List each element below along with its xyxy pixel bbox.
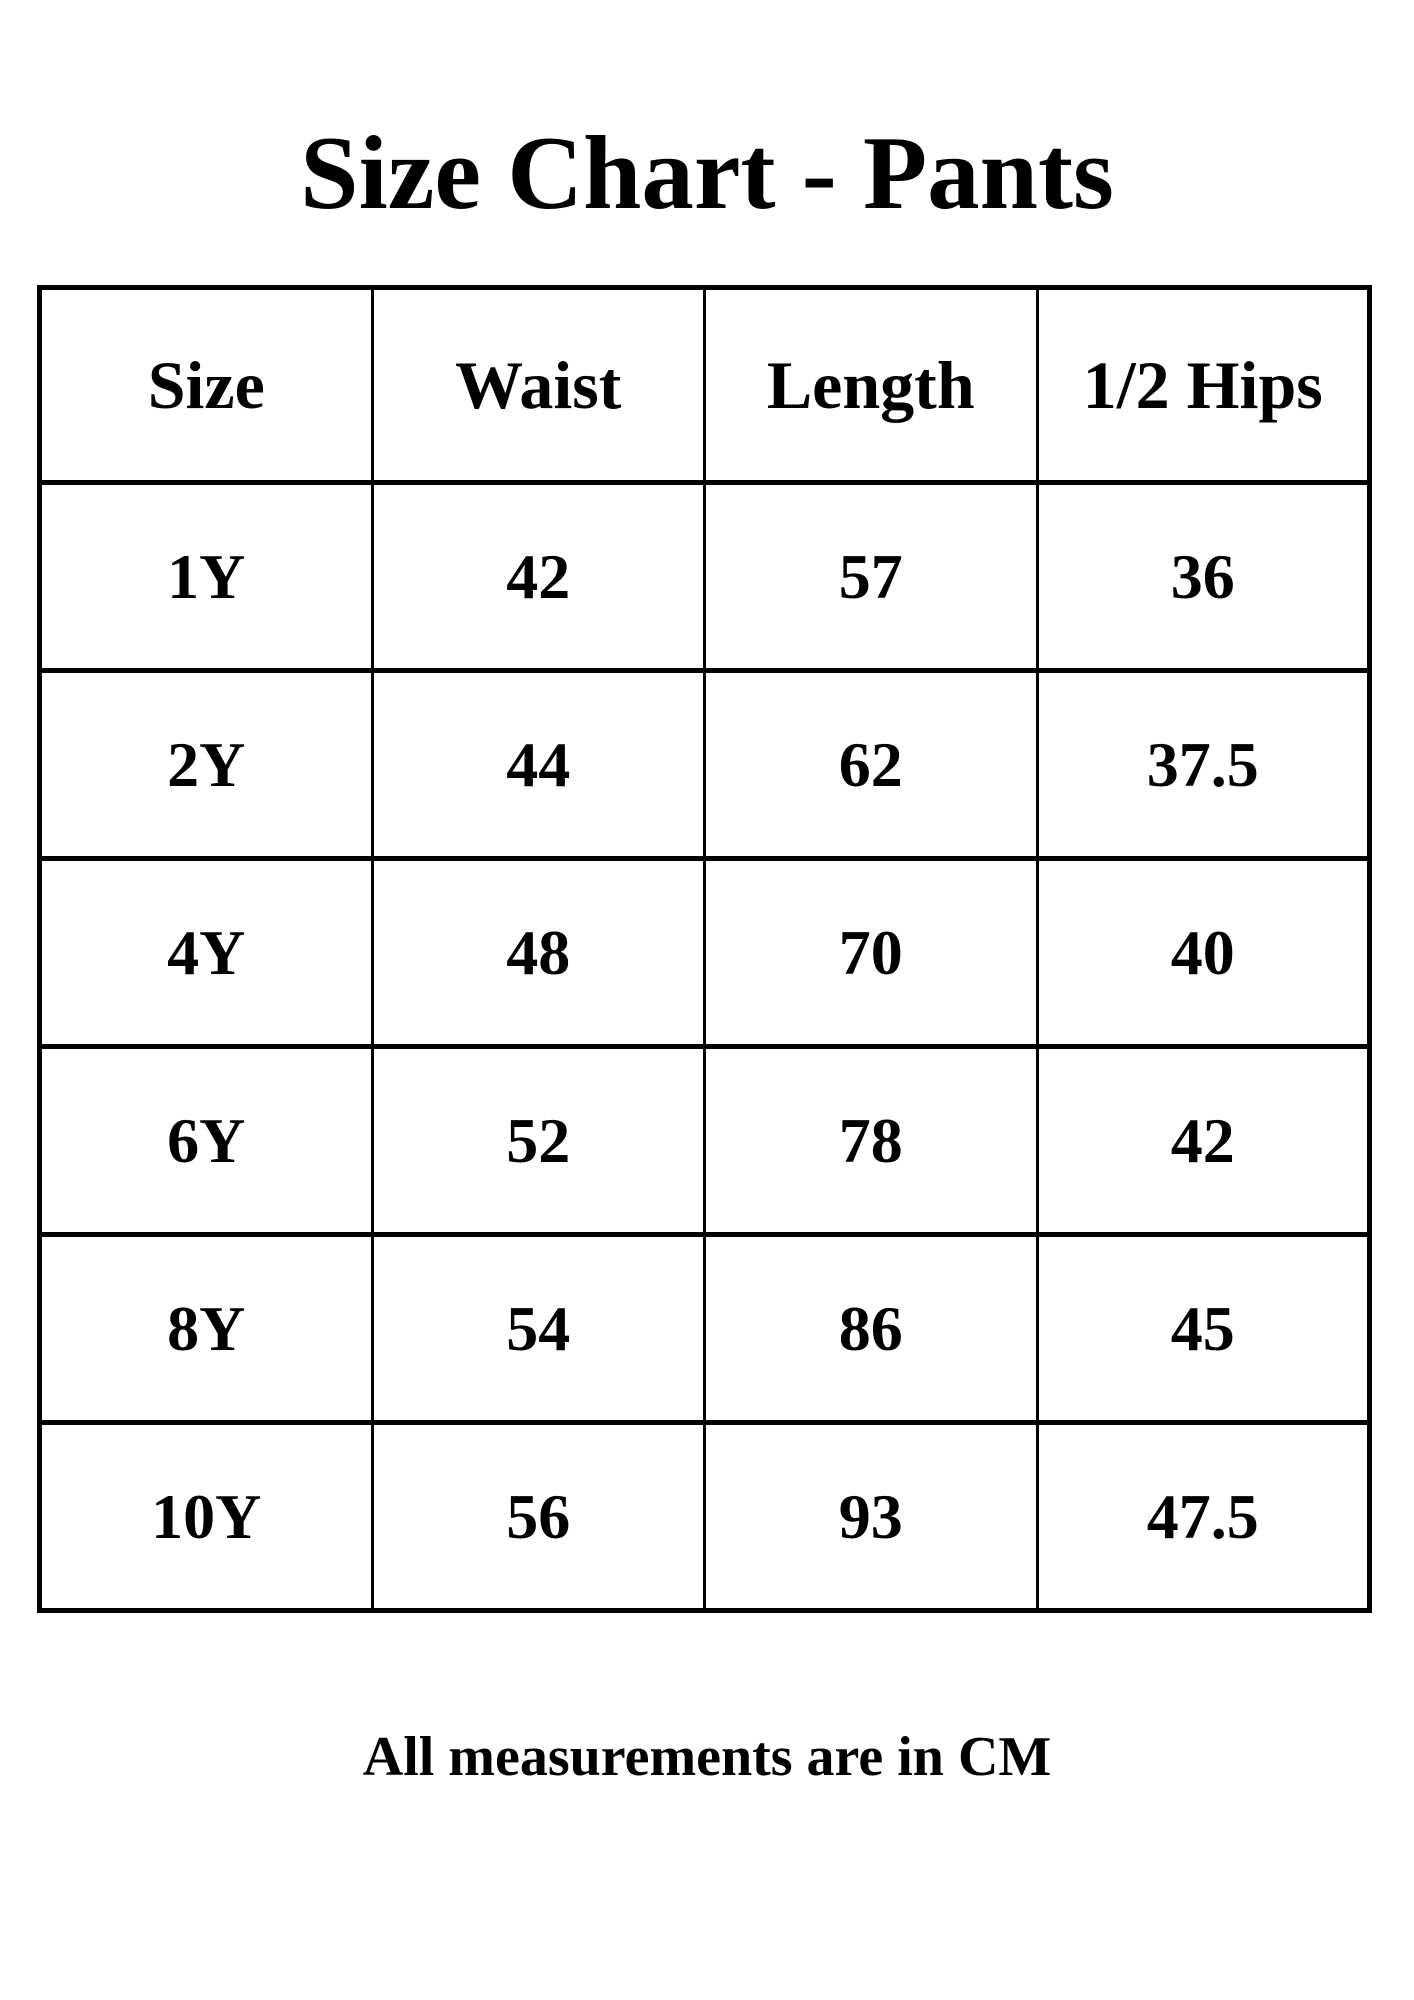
cell-waist: 54	[370, 1232, 706, 1426]
table-row: 10Y 56 93 47.5	[38, 1420, 1371, 1614]
cell-half-hips: 45	[1035, 1232, 1371, 1426]
cell-size: 1Y	[38, 480, 374, 674]
cell-length: 78	[703, 1044, 1039, 1238]
cell-size: 8Y	[38, 1232, 374, 1426]
footer-note: All measurements are in CM	[362, 1726, 1052, 1789]
page-title: Size Chart - Pants	[300, 114, 1114, 231]
cell-length: 62	[703, 668, 1039, 862]
table-row: 4Y 48 70 40	[38, 856, 1371, 1050]
cell-length: 86	[703, 1232, 1039, 1426]
header-row: Size Waist Length 1/2 Hips	[38, 285, 1371, 486]
cell-size: 4Y	[38, 856, 374, 1050]
cell-half-hips: 36	[1035, 480, 1371, 674]
size-chart-table: Size Waist Length 1/2 Hips 1Y 42 57 36 2…	[37, 285, 1372, 1614]
table-row: 6Y 52 78 42	[38, 1044, 1371, 1238]
cell-waist: 44	[370, 668, 706, 862]
column-header-waist: Waist	[370, 285, 706, 486]
table-row: 2Y 44 62 37.5	[38, 668, 1371, 862]
cell-half-hips: 37.5	[1035, 668, 1371, 862]
cell-waist: 42	[370, 480, 706, 674]
cell-length: 93	[703, 1420, 1039, 1614]
cell-length: 70	[703, 856, 1039, 1050]
table-row: 1Y 42 57 36	[38, 480, 1371, 674]
column-header-half-hips: 1/2 Hips	[1035, 285, 1371, 486]
cell-size: 2Y	[38, 668, 374, 862]
column-header-size: Size	[38, 285, 374, 486]
cell-half-hips: 42	[1035, 1044, 1371, 1238]
cell-waist: 52	[370, 1044, 706, 1238]
cell-waist: 56	[370, 1420, 706, 1614]
column-header-length: Length	[703, 285, 1039, 486]
cell-size: 6Y	[38, 1044, 374, 1238]
cell-waist: 48	[370, 856, 706, 1050]
cell-half-hips: 47.5	[1035, 1420, 1371, 1614]
table-row: 8Y 54 86 45	[38, 1232, 1371, 1426]
cell-half-hips: 40	[1035, 856, 1371, 1050]
cell-size: 10Y	[38, 1420, 374, 1614]
cell-length: 57	[703, 480, 1039, 674]
